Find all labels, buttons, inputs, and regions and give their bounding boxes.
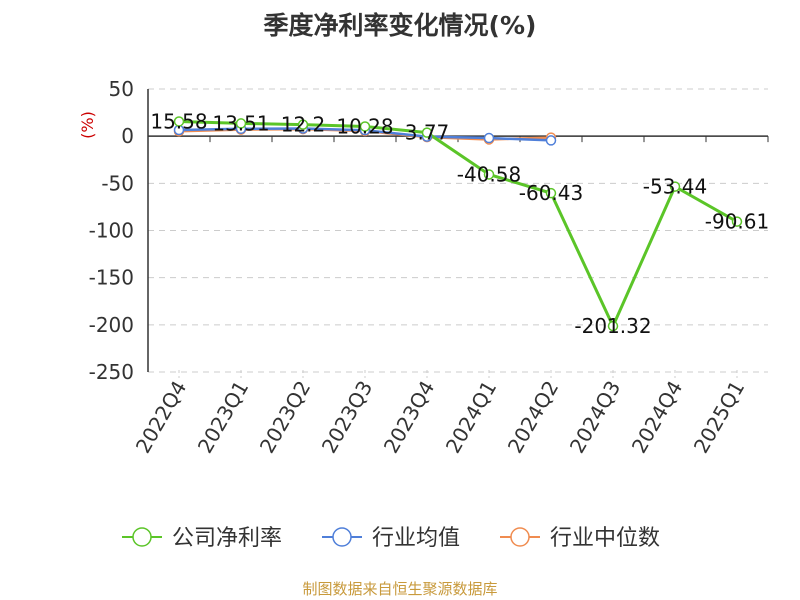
data-label: -53.44 (643, 175, 707, 199)
data-point (359, 121, 371, 132)
legend-label: 行业均值 (372, 526, 460, 551)
data-point (297, 119, 309, 130)
legend: 公司净利率 行业均值 行业中位数 (122, 526, 660, 551)
data-point (173, 116, 185, 127)
x-tick-label: 2023Q4 (379, 377, 439, 458)
legend-label: 行业中位数 (550, 526, 660, 551)
grid-lines (148, 88, 768, 378)
data-point (545, 135, 557, 146)
x-tick-label: 2024Q3 (565, 377, 625, 458)
data-label: -40.58 (457, 162, 521, 186)
series-points (173, 116, 743, 332)
data-label: 3.77 (405, 121, 450, 145)
x-tick-label: 2024Q4 (627, 377, 687, 458)
series-lines (178, 119, 738, 330)
y-tick-label: -200 (89, 313, 134, 337)
chart-title: 季度净利率变化情况(%) (263, 11, 537, 40)
data-point (669, 181, 681, 192)
data-label: -60.43 (519, 181, 583, 205)
data-label: -90.61 (705, 210, 769, 234)
data-point (421, 127, 433, 138)
data-label: 10.28 (336, 114, 393, 138)
data-labels: 15.58 13.51 12.2 10.28 3.77 -40.58-60.43 -201.… (150, 109, 769, 338)
x-tick-label: 2024Q2 (503, 377, 563, 458)
series-line (178, 119, 738, 330)
x-tick-label: 2023Q2 (255, 377, 315, 458)
legend-marker (510, 527, 530, 547)
y-tick-label: 50 (109, 77, 134, 101)
data-label: -201.32 (574, 314, 651, 338)
data-point (235, 118, 247, 129)
data-point (607, 320, 619, 332)
data-label: 15.58 (150, 109, 207, 133)
data-point (483, 169, 495, 180)
x-tick-label: 2023Q1 (193, 377, 253, 458)
legend-label: 公司净利率 (172, 526, 282, 551)
y-tick-label: -50 (101, 171, 134, 195)
legend-marker (332, 527, 352, 547)
y-tick-label: -150 (89, 266, 134, 290)
x-tick-label: 2025Q1 (689, 377, 749, 458)
data-label: 13.51 (212, 111, 269, 135)
data-source: 制图数据来自恒生聚源数据库 (302, 580, 498, 598)
data-point (483, 132, 495, 144)
y-tick-label: 0 (121, 124, 134, 148)
x-tick-labels: 2022Q4 2023Q1 2023Q2 2023Q3 2023Q4 2024Q1 2024… (131, 377, 749, 458)
x-tick-label: 2022Q4 (131, 377, 191, 458)
y-axis-label: (%) (78, 111, 97, 139)
data-label: 12.2 (281, 113, 326, 137)
x-tick-label: 2023Q3 (317, 377, 377, 458)
data-point (731, 216, 743, 227)
y-tick-label: -100 (89, 219, 134, 243)
legend-marker (132, 527, 152, 547)
y-tick-label: -250 (89, 360, 134, 384)
y-tick-labels: 50 0 -50 -100 -150 -200 -250 (89, 77, 134, 384)
data-point (545, 187, 557, 199)
x-tick-label: 2024Q1 (441, 377, 501, 458)
